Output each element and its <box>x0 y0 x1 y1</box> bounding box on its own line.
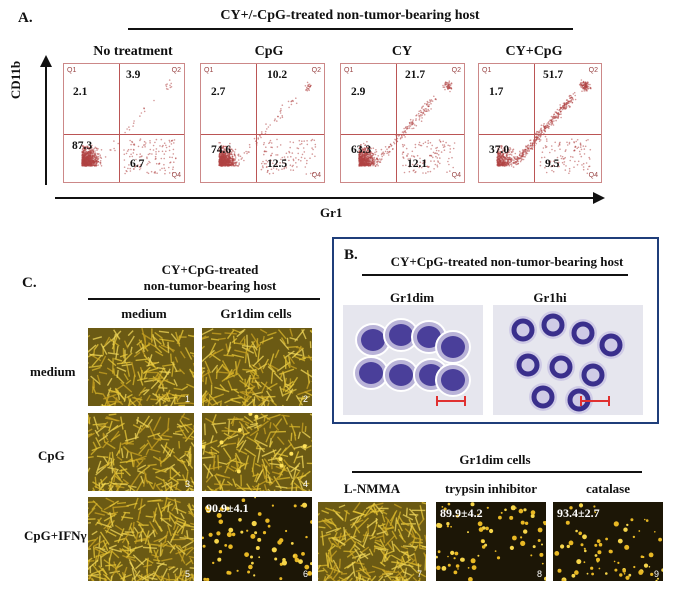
panel-c-letter: C. <box>22 275 37 291</box>
facs-q2-value: 51.7 <box>543 69 564 81</box>
facs-q1-value: 2.9 <box>351 86 366 98</box>
micrograph-3: 3 <box>88 413 194 491</box>
row-label-cpg-ifn: CpG+IFNγ <box>24 528 87 543</box>
row-label-medium: medium <box>30 364 76 379</box>
micrograph-7: 7 <box>318 502 426 581</box>
cytospin-images <box>343 305 643 415</box>
facs-title-3: CY <box>391 44 413 59</box>
facs-q1-value: 2.7 <box>211 86 226 98</box>
facs-q3-value: 63.3 <box>351 144 372 156</box>
facs-q1-value: 2.1 <box>73 86 88 98</box>
facs-q1-value: 1.7 <box>489 86 504 98</box>
panel-a-letter: A. <box>18 10 33 26</box>
facs-plot-cpg: Q1 Q2 Q4 2.7 10.2 74.6 12.5 <box>200 63 325 183</box>
facs-q4-value: 6.7 <box>130 158 145 170</box>
facs-q4-value: 12.1 <box>407 158 428 170</box>
gr1dim-group-header: Gr1dim cells <box>459 452 531 467</box>
micrograph-2: 2 <box>202 328 312 406</box>
y-axis-label: CD11b <box>8 60 23 100</box>
col-label-medium: medium <box>121 306 167 321</box>
panel-a-header: CY+/-CpG-treated non-tumor-bearing host <box>220 8 480 23</box>
facs-q2-value: 3.9 <box>126 69 141 81</box>
x-axis-arrow <box>55 192 605 204</box>
cytospin-label-gr1dim: Gr1dim <box>389 290 435 305</box>
facs-q2-value: 21.7 <box>405 69 426 81</box>
panel-c-header-line1: CY+CpG-treated <box>161 262 259 277</box>
row-label-cpg: CpG <box>38 448 65 463</box>
micrograph-1: 1 <box>88 328 194 406</box>
micrograph-6: 90.9±4.1 6 <box>202 497 312 581</box>
facs-q3-value: 37.0 <box>489 144 510 156</box>
facs-plot-no-treatment: Q1 Q2 Q4 2.1 3.9 87.3 6.7 <box>63 63 185 183</box>
facs-q3-value: 87.3 <box>72 140 93 152</box>
panel-b-box <box>332 237 659 424</box>
micrograph-5: 5 <box>88 497 194 581</box>
facs-q3-value: 74.6 <box>211 144 232 156</box>
cytospin-label-gr1hi: Gr1hi <box>533 290 567 305</box>
col-label-catalase: catalase <box>585 481 631 496</box>
panel-c-header-line2: non-tumor-bearing host <box>143 278 277 293</box>
facs-title-2: CpG <box>254 44 284 59</box>
facs-plot-cy-cpg: Q1 Q2 Q4 1.7 51.7 37.0 9.5 <box>478 63 602 183</box>
col-label-lnmma: L-NMMA <box>343 481 401 496</box>
col-label-trypsin: trypsin inhibitor <box>444 481 538 496</box>
panel-b-letter: B. <box>344 247 358 263</box>
facs-title-4: CY+CpG <box>505 44 563 59</box>
y-axis-arrow <box>40 55 52 185</box>
micrograph-4: 4 <box>202 413 312 491</box>
facs-title-1: No treatment <box>93 44 173 59</box>
panel-b-header: CY+CpG-treated non-tumor-bearing host <box>390 254 624 269</box>
col-label-gr1dim: Gr1dim cells <box>220 306 292 321</box>
gr1dim-group-line <box>352 471 642 473</box>
micrograph-8: 89.9±4.2 8 <box>436 502 546 581</box>
facs-plot-cy: Q1 Q2 Q4 2.9 21.7 63.3 12.1 <box>340 63 465 183</box>
panel-a-header-line <box>128 28 573 30</box>
facs-q2-value: 10.2 <box>267 69 288 81</box>
micrograph-9: 93.4±2.7 9 <box>553 502 663 581</box>
panel-b-header-line <box>362 274 628 276</box>
facs-q4-value: 9.5 <box>545 158 560 170</box>
panel-c-header-line <box>88 298 320 300</box>
x-axis-label: Gr1 <box>320 205 343 220</box>
facs-q4-value: 12.5 <box>267 158 288 170</box>
